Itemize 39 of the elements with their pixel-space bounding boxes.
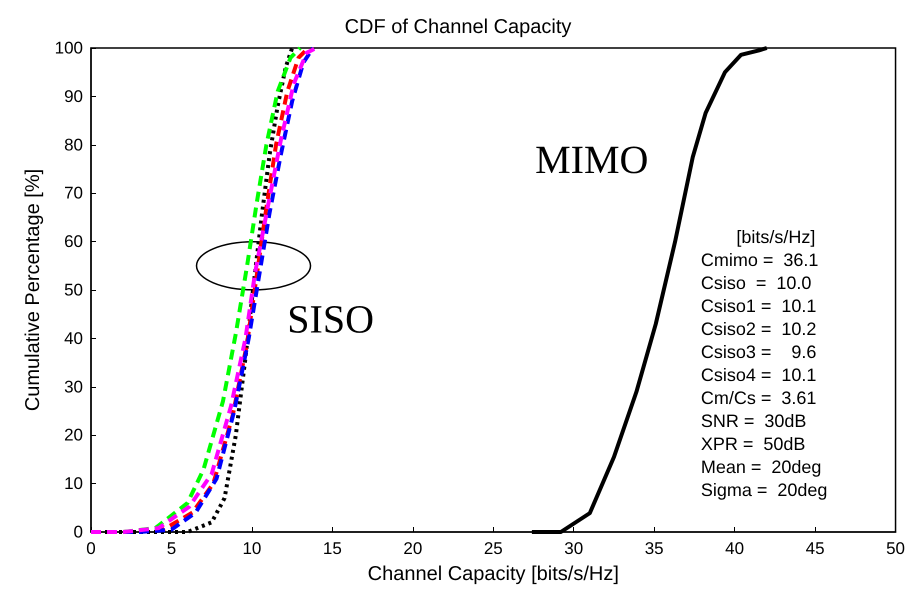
annotation: Csiso2 = 10.2 [700, 318, 816, 339]
x-tick-label: 35 [644, 539, 664, 558]
annotation: Csiso = 10.0 [700, 272, 812, 293]
annotation: [bits/s/Hz] [736, 226, 816, 247]
x-tick-label: 5 [166, 539, 176, 558]
annotation: MIMO [535, 136, 648, 182]
annotation: Csiso4 = 10.1 [700, 364, 816, 385]
x-axis-title: Channel Capacity [bits/s/Hz] [368, 563, 619, 585]
y-tick-label: 50 [64, 280, 83, 300]
x-tick-label: 0 [86, 539, 96, 558]
y-tick-label: 30 [64, 377, 83, 396]
annotation: XPR = 50dB [700, 434, 806, 454]
y-tick-label: 60 [64, 232, 83, 252]
y-tick-label: 100 [54, 38, 83, 58]
x-tick-label: 50 [886, 539, 906, 558]
y-tick-label: 40 [64, 328, 83, 348]
x-tick-label: 45 [806, 539, 825, 558]
annotation: Csiso3 = 9.6 [700, 342, 816, 362]
x-tick-label: 15 [322, 539, 342, 558]
annotation: Sigma = 20deg [700, 480, 828, 500]
y-tick-label: 70 [64, 184, 83, 203]
y-tick-label: 80 [64, 135, 83, 154]
y-tick-label: 0 [74, 522, 83, 542]
x-tick-label: 30 [564, 539, 584, 558]
chart-title: CDF of Channel Capacity [344, 16, 572, 38]
annotation: Cm/Cs = 3.61 [700, 388, 816, 408]
y-tick-label: 20 [64, 426, 83, 445]
y-tick-label: 90 [64, 86, 83, 106]
annotation: Mean = 20deg [700, 456, 822, 477]
annotation: SISO [287, 296, 374, 342]
x-tick-label: 10 [242, 539, 262, 558]
y-tick-label: 10 [64, 474, 83, 494]
annotation: Cmimo = 36.1 [700, 250, 818, 270]
annotation: Csiso1 = 10.1 [700, 296, 816, 316]
x-tick-label: 40 [725, 539, 744, 558]
x-tick-label: 20 [403, 539, 422, 558]
y-axis-title: Cumulative Percentage [%] [22, 168, 44, 412]
x-tick-label: 25 [484, 539, 503, 558]
annotation: SNR = 30dB [700, 410, 806, 431]
